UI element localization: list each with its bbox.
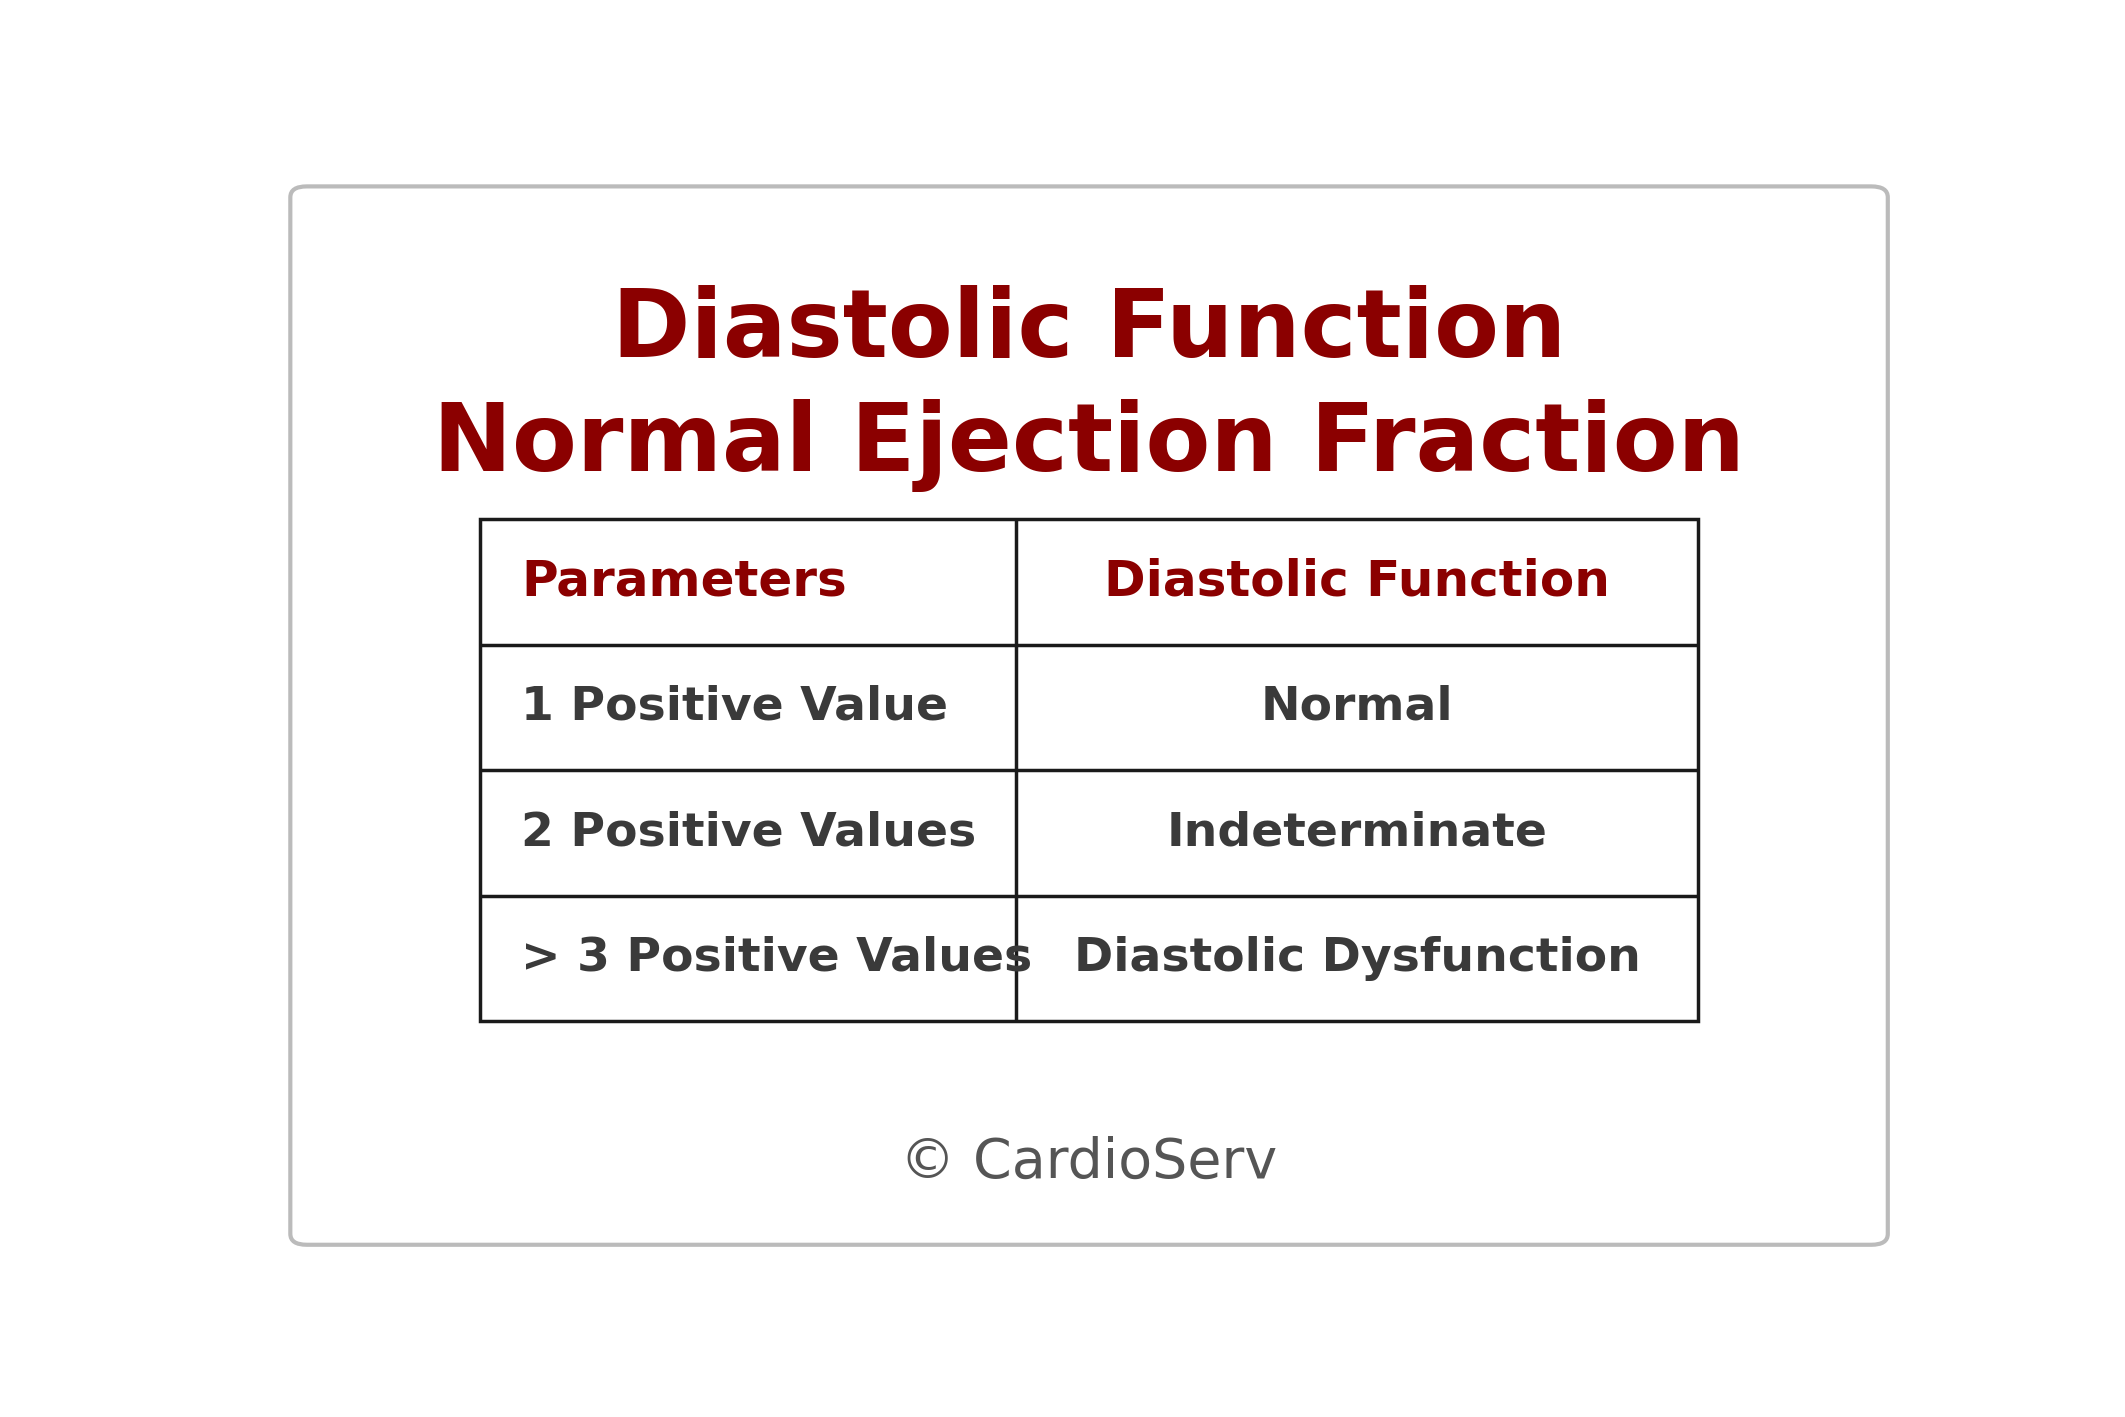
Text: Diastolic Function
Normal Ejection Fraction: Diastolic Function Normal Ejection Fract…	[434, 285, 1745, 492]
Text: 2 Positive Values: 2 Positive Values	[521, 811, 975, 856]
Text: © CardioServ: © CardioServ	[901, 1136, 1277, 1190]
Text: > 3 Positive Values: > 3 Positive Values	[521, 935, 1033, 981]
Text: Indeterminate: Indeterminate	[1167, 811, 1547, 856]
FancyBboxPatch shape	[291, 187, 1887, 1244]
Bar	[480, 519, 1698, 1022]
Text: Parameters: Parameters	[521, 558, 846, 606]
Text: Normal: Normal	[1260, 684, 1454, 730]
Text: 1 Positive Value: 1 Positive Value	[521, 684, 948, 730]
Text: Diastolic Function: Diastolic Function	[1105, 558, 1611, 606]
Text: Diastolic Dysfunction: Diastolic Dysfunction	[1073, 935, 1640, 981]
